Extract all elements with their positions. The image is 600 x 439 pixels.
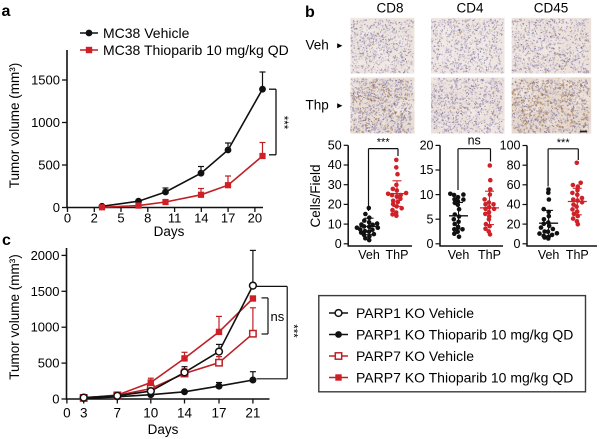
svg-text:100: 100 <box>500 139 521 153</box>
svg-text:2000: 2000 <box>31 248 60 263</box>
svg-text:PARP1 KO Vehicle: PARP1 KO Vehicle <box>356 305 474 321</box>
svg-text:CD45: CD45 <box>534 1 569 16</box>
svg-text:40: 40 <box>507 198 521 212</box>
svg-text:CD4: CD4 <box>456 1 483 16</box>
svg-text:10: 10 <box>328 217 342 231</box>
svg-text:***: *** <box>287 324 299 338</box>
svg-text:***: *** <box>377 137 391 149</box>
svg-text:ns: ns <box>271 309 285 324</box>
svg-text:0: 0 <box>63 406 71 421</box>
svg-text:ns: ns <box>468 134 481 148</box>
svg-text:PARP7 KO Vehicle: PARP7 KO Vehicle <box>356 348 474 364</box>
svg-text:Veh: Veh <box>306 37 329 52</box>
svg-text:b: b <box>305 4 315 21</box>
svg-text:2: 2 <box>91 210 98 225</box>
svg-text:1000: 1000 <box>31 320 60 335</box>
svg-text:14: 14 <box>177 406 193 421</box>
svg-text:5: 5 <box>117 210 124 225</box>
svg-text:MC38 Thioparib 10 mg/kg QD: MC38 Thioparib 10 mg/kg QD <box>103 42 289 58</box>
svg-text:Cells/Field: Cells/Field <box>308 164 323 227</box>
svg-text:20: 20 <box>328 198 342 212</box>
svg-text:ThP: ThP <box>566 248 589 262</box>
svg-text:60: 60 <box>507 178 521 192</box>
svg-text:8: 8 <box>144 210 151 225</box>
svg-text:PARP7 KO Thioparib 10 mg/kg QD: PARP7 KO Thioparib 10 mg/kg QD <box>356 369 573 385</box>
svg-text:20: 20 <box>248 210 262 225</box>
svg-text:CD8: CD8 <box>376 1 403 16</box>
svg-text:0: 0 <box>514 237 521 251</box>
svg-text:500: 500 <box>38 158 60 173</box>
svg-text:Tumor volume (mm³): Tumor volume (mm³) <box>7 63 22 189</box>
svg-text:1500: 1500 <box>31 73 60 88</box>
svg-text:21: 21 <box>245 406 260 421</box>
svg-text:14: 14 <box>194 210 208 225</box>
svg-text:MC38 Vehicle: MC38 Vehicle <box>103 25 190 41</box>
svg-text:20: 20 <box>420 139 434 153</box>
svg-text:500: 500 <box>38 356 60 371</box>
svg-text:50: 50 <box>328 139 342 153</box>
svg-text:c: c <box>2 232 11 249</box>
svg-text:Days: Days <box>148 422 179 437</box>
svg-text:***: *** <box>277 116 289 130</box>
svg-text:5: 5 <box>427 212 434 226</box>
svg-text:PARP1 KO Thioparib 10 mg/kg QD: PARP1 KO Thioparib 10 mg/kg QD <box>356 326 573 342</box>
svg-text:80: 80 <box>507 158 521 172</box>
svg-text:ThP: ThP <box>478 248 501 262</box>
svg-text:0: 0 <box>427 237 434 251</box>
svg-text:Days: Days <box>154 224 185 239</box>
svg-text:Veh: Veh <box>448 248 470 262</box>
svg-text:17: 17 <box>211 406 226 421</box>
svg-text:15: 15 <box>420 163 434 177</box>
svg-text:1000: 1000 <box>31 115 60 130</box>
svg-text:ThP: ThP <box>386 248 409 262</box>
svg-text:1500: 1500 <box>31 284 60 299</box>
svg-text:0: 0 <box>53 200 60 215</box>
svg-text:0: 0 <box>335 237 342 251</box>
svg-text:3: 3 <box>80 406 88 421</box>
svg-text:a: a <box>2 3 11 20</box>
svg-text:10: 10 <box>143 406 158 421</box>
svg-text:***: *** <box>557 137 571 149</box>
svg-text:7: 7 <box>114 406 122 421</box>
svg-text:0: 0 <box>52 392 59 407</box>
svg-text:Veh: Veh <box>358 248 380 262</box>
svg-text:0: 0 <box>64 210 71 225</box>
svg-text:Tumor volume (mm³): Tumor volume (mm³) <box>7 254 22 380</box>
svg-text:10: 10 <box>420 188 434 202</box>
svg-text:Veh: Veh <box>538 248 560 262</box>
svg-text:11: 11 <box>168 210 182 225</box>
svg-text:17: 17 <box>221 210 235 225</box>
svg-text:20: 20 <box>507 217 521 231</box>
svg-text:40: 40 <box>328 158 342 172</box>
svg-text:Thp: Thp <box>306 97 329 112</box>
svg-text:30: 30 <box>328 178 342 192</box>
